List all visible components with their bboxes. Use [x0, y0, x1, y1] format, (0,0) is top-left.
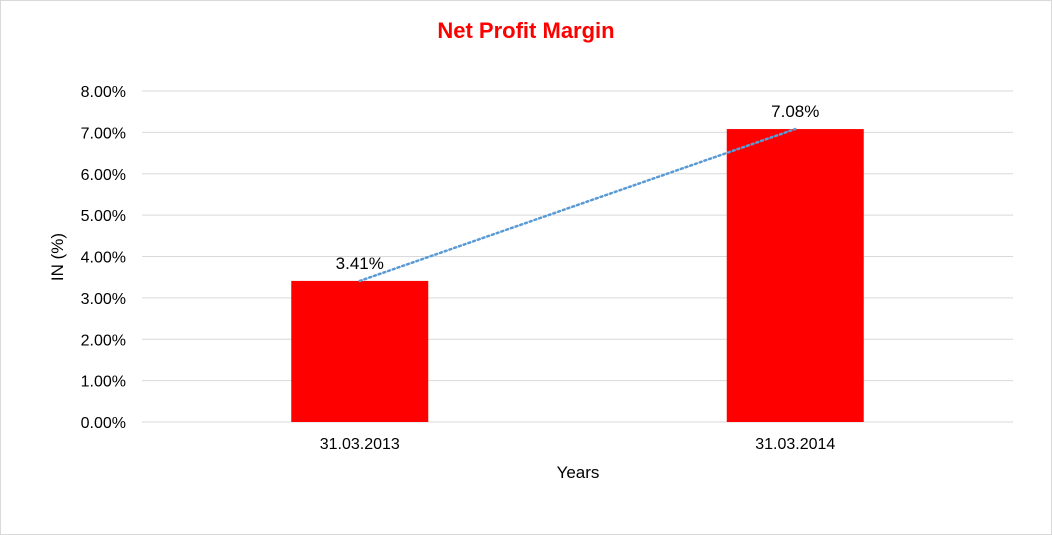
data-labels: 3.41% 7.08%: [336, 102, 820, 273]
y-tick-label: 0.00%: [81, 415, 126, 432]
x-axis-ticks: 31.03.2013 31.03.2014: [320, 436, 836, 453]
y-axis-title: IN (%): [48, 233, 67, 281]
bar: [726, 129, 864, 422]
x-axis-title: Years: [557, 463, 600, 482]
y-tick-label: 1.00%: [81, 374, 126, 391]
y-axis-ticks: 0.00% 1.00% 2.00% 3.00% 4.00% 5.00% 6.00% 7.00%…: [81, 84, 126, 432]
gridlines: [142, 90, 1013, 423]
trendline: [358, 127, 797, 283]
y-tick-label: 8.00%: [81, 84, 126, 101]
y-tick-label: 5.00%: [81, 208, 126, 225]
data-label: 3.41%: [336, 254, 384, 273]
trendline-group: [358, 127, 797, 283]
bars: [291, 129, 864, 422]
y-tick-label: 6.00%: [81, 167, 126, 184]
bar: [291, 280, 429, 422]
chart-title: Net Profit Margin: [437, 18, 614, 43]
y-tick-label: 4.00%: [81, 250, 126, 267]
y-tick-label: 2.00%: [81, 332, 126, 349]
x-tick-label: 31.03.2013: [320, 436, 400, 453]
y-tick-label: 3.00%: [81, 291, 126, 308]
data-label: 7.08%: [771, 102, 819, 121]
x-tick-label: 31.03.2014: [755, 436, 835, 453]
y-tick-label: 7.00%: [81, 125, 126, 142]
